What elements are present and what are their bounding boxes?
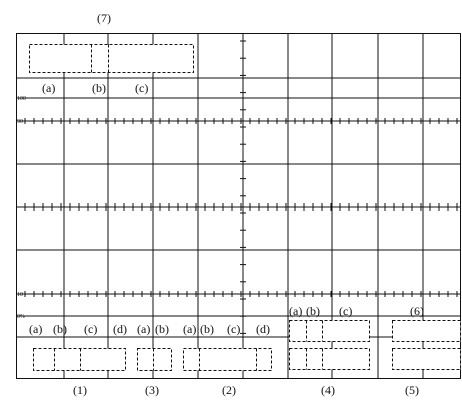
group2-label-d: (d) — [256, 322, 270, 336]
group6-label: (6) — [410, 304, 424, 318]
group2-label-a: (a) — [183, 322, 196, 336]
group2-caption: (2) — [222, 383, 236, 397]
group1-caption: (1) — [73, 383, 87, 397]
horizontal-grid — [16, 77, 460, 338]
group3-boxes — [137, 348, 172, 371]
group2-label-c: (c) — [227, 322, 240, 336]
group3-label-a: (a) — [137, 322, 150, 336]
group7-label-a: (a) — [42, 81, 55, 95]
label-0: 0% — [17, 314, 25, 320]
label-90: 90 — [17, 119, 23, 125]
tick-marks — [24, 40, 458, 369]
group3-caption: (3) — [145, 383, 159, 397]
group2-boxes — [183, 348, 272, 371]
group6-box — [392, 320, 461, 342]
group5-caption: (5) — [405, 383, 419, 397]
group1-label-b: (b) — [53, 322, 67, 336]
group4-label-a: (a) — [289, 304, 302, 318]
group4-label-b: (b) — [306, 304, 320, 318]
group7-label-b: (b) — [92, 81, 106, 95]
group4-boxes — [289, 320, 370, 370]
label-10: 10 — [17, 292, 23, 298]
group4-caption: (4) — [321, 383, 335, 397]
group1-label-c: (c) — [84, 322, 97, 336]
vertical-grid — [63, 33, 424, 378]
group2-label-b: (b) — [200, 322, 214, 336]
screen-frame — [16, 33, 461, 379]
group7-label-c: (c) — [135, 81, 148, 95]
group5-box — [392, 348, 461, 370]
group1-label-a: (a) — [29, 322, 42, 336]
group1-label-d: (d) — [113, 322, 127, 336]
group3-label-b: (b) — [155, 322, 169, 336]
group7-boxes — [29, 44, 194, 73]
label-100: 100 — [17, 96, 26, 102]
label-7: (7) — [97, 11, 111, 25]
group1-boxes — [33, 348, 126, 371]
group4-label-c: (c) — [339, 304, 352, 318]
